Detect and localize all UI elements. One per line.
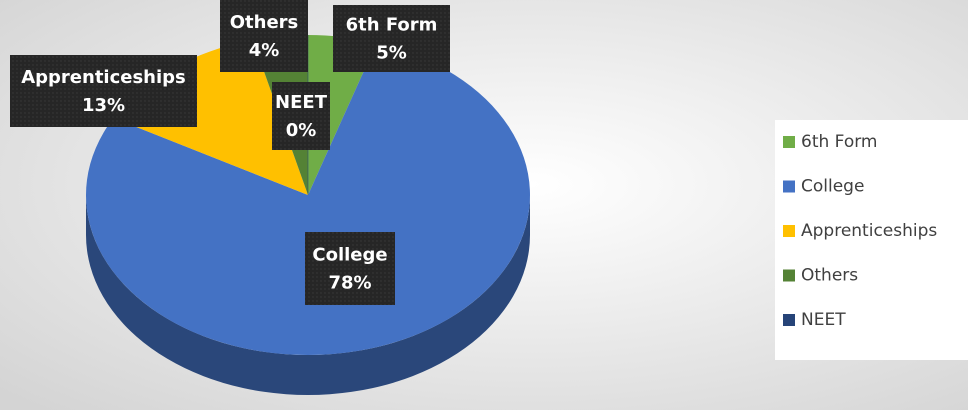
data-label-box xyxy=(333,5,450,72)
data-label-value: 0% xyxy=(286,120,317,141)
pie-slice xyxy=(86,42,531,355)
data-label-value: 78% xyxy=(328,273,371,294)
legend-label: College xyxy=(801,177,864,197)
legend-swatch xyxy=(783,136,795,148)
data-label-value: 4% xyxy=(249,40,280,61)
pie-side xyxy=(86,195,530,395)
data-label-name: NEET xyxy=(275,92,328,113)
legend-box xyxy=(775,120,968,360)
data-label-name: Apprenticeships xyxy=(21,67,186,88)
data-label-value: 5% xyxy=(376,43,407,64)
legend-swatch xyxy=(783,180,795,193)
data-label-box xyxy=(305,232,395,305)
legend-label: Others xyxy=(801,266,858,286)
legend-swatch xyxy=(783,269,795,282)
legend-label: Apprenticeships xyxy=(801,221,937,241)
legend-label: NEET xyxy=(801,310,846,330)
data-label-name: 6th Form xyxy=(346,15,438,36)
pie-slice xyxy=(308,35,377,195)
data-label-name: College xyxy=(312,245,387,266)
legend-label: 6th Form xyxy=(801,132,877,152)
data-label-name: Others xyxy=(230,12,299,33)
legend-swatch xyxy=(783,225,795,237)
data-label-value: 13% xyxy=(82,95,125,116)
data-label-box xyxy=(272,82,330,150)
data-label-box xyxy=(220,0,308,72)
legend-swatch xyxy=(783,314,795,326)
data-label-box xyxy=(10,55,197,127)
